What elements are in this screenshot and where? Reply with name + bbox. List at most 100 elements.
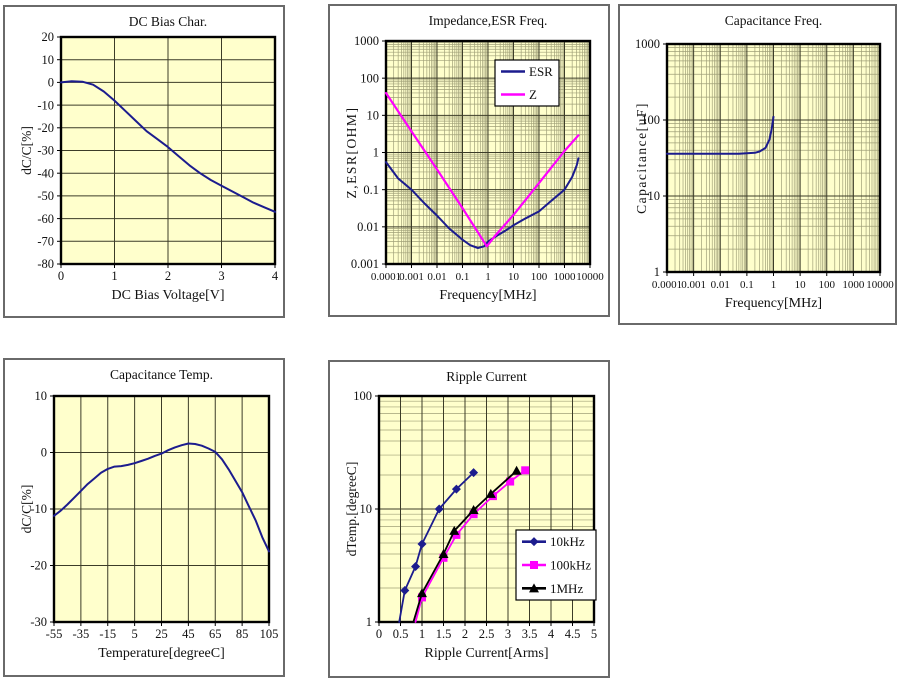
svg-text:1: 1 bbox=[654, 265, 660, 279]
svg-text:0.5: 0.5 bbox=[393, 627, 409, 641]
svg-text:0.001: 0.001 bbox=[399, 271, 424, 283]
svg-text:2.5: 2.5 bbox=[479, 627, 495, 641]
svg-text:3: 3 bbox=[218, 269, 224, 283]
axis-ticks: -55 -35 -15 5 25 45 65 85 105 10 0 -10 -20 -30 bbox=[30, 389, 278, 641]
svg-text:-35: -35 bbox=[73, 627, 90, 641]
x-axis-label: DC Bias Voltage[V] bbox=[111, 288, 225, 303]
svg-text:1000: 1000 bbox=[635, 37, 660, 51]
svg-text:3.5: 3.5 bbox=[522, 627, 538, 641]
x-axis-label: Frequency[MHz] bbox=[724, 296, 823, 311]
grid bbox=[667, 44, 880, 272]
svg-text:100kHz: 100kHz bbox=[550, 558, 591, 573]
svg-text:0.1: 0.1 bbox=[363, 183, 379, 197]
svg-text:100: 100 bbox=[641, 113, 660, 127]
svg-text:0: 0 bbox=[376, 627, 382, 641]
svg-text:0.01: 0.01 bbox=[427, 271, 446, 283]
svg-text:-80: -80 bbox=[37, 257, 54, 271]
chart-title: DC Bias Char. bbox=[128, 14, 208, 29]
svg-text:0.001: 0.001 bbox=[351, 257, 379, 271]
svg-text:10: 10 bbox=[795, 279, 807, 291]
svg-text:100: 100 bbox=[531, 271, 548, 283]
svg-text:10: 10 bbox=[367, 109, 380, 123]
svg-text:4.5: 4.5 bbox=[565, 627, 581, 641]
svg-text:-10: -10 bbox=[37, 98, 54, 112]
svg-text:-15: -15 bbox=[99, 627, 116, 641]
svg-text:-40: -40 bbox=[37, 166, 54, 180]
svg-text:4: 4 bbox=[272, 269, 279, 283]
svg-text:1000: 1000 bbox=[554, 271, 577, 283]
legend: 10kHz 100kHz 1MHz bbox=[515, 529, 597, 601]
x-axis-label: Temperature[degreeC] bbox=[98, 646, 225, 661]
svg-text:-50: -50 bbox=[37, 189, 54, 203]
svg-text:100: 100 bbox=[360, 71, 379, 85]
grid bbox=[379, 396, 594, 622]
svg-text:45: 45 bbox=[182, 627, 195, 641]
svg-text:-55: -55 bbox=[46, 627, 63, 641]
series-Z bbox=[384, 91, 580, 248]
svg-text:0: 0 bbox=[48, 76, 54, 90]
svg-text:10: 10 bbox=[42, 53, 55, 67]
svg-text:0.0001: 0.0001 bbox=[652, 279, 682, 291]
svg-text:3: 3 bbox=[505, 627, 511, 641]
series-10kHz bbox=[398, 468, 479, 623]
svg-text:-20: -20 bbox=[30, 559, 47, 573]
x-axis-label: Ripple Current[Arms] bbox=[424, 646, 549, 661]
y-axis-label: dTemp.[degreeC] bbox=[344, 461, 359, 557]
svg-text:2: 2 bbox=[462, 627, 468, 641]
svg-text:5: 5 bbox=[132, 627, 138, 641]
svg-text:4: 4 bbox=[548, 627, 555, 641]
series-dC/C bbox=[53, 442, 270, 553]
panel-impedance-esr: 0.0001 0.001 0.01 0.1 1 10 100 1000 10000 1000 100… bbox=[328, 4, 610, 317]
svg-text:10: 10 bbox=[35, 389, 48, 403]
panel-capacitance-freq: 0.0001 0.001 0.01 0.1 1 10 100 1000 10000 1000 100… bbox=[618, 4, 897, 325]
series-ESR bbox=[385, 157, 580, 249]
svg-text:1: 1 bbox=[485, 271, 491, 283]
grid bbox=[386, 41, 590, 264]
svg-text:1: 1 bbox=[771, 279, 777, 291]
svg-text:0.01: 0.01 bbox=[711, 279, 730, 291]
svg-text:0: 0 bbox=[58, 269, 64, 283]
svg-text:10: 10 bbox=[360, 502, 373, 516]
panel-capacitance-temp: -55 -35 -15 5 25 45 65 85 105 10 0 -10 -20 -30 Capaci… bbox=[3, 358, 285, 677]
axis-ticks: 0 1 2 3 4 20 10 0 -10 -20 -30 -40 -50 -60 -70 -80 bbox=[37, 30, 279, 283]
y-axis-label: dC/C[%] bbox=[19, 484, 34, 534]
svg-text:85: 85 bbox=[236, 627, 249, 641]
series-1MHz bbox=[412, 465, 522, 623]
svg-text:65: 65 bbox=[209, 627, 222, 641]
svg-text:1: 1 bbox=[373, 146, 379, 160]
chart-canvas-dc-bias: 0 1 2 3 4 20 10 0 -10 -20 -30 -40 -50 -60 -70 -80 bbox=[37, 30, 279, 283]
svg-text:-10: -10 bbox=[30, 502, 47, 516]
svg-text:0.1: 0.1 bbox=[456, 271, 470, 283]
svg-text:20: 20 bbox=[42, 30, 55, 44]
svg-text:1: 1 bbox=[366, 615, 372, 629]
series-Capacitance bbox=[666, 115, 775, 155]
svg-text:10: 10 bbox=[648, 189, 661, 203]
svg-text:5: 5 bbox=[591, 627, 597, 641]
svg-text:0.001: 0.001 bbox=[681, 279, 706, 291]
panel-dc-bias: 0 1 2 3 4 20 10 0 -10 -20 -30 -40 -50 -60 -70 -80 DC Bi… bbox=[3, 5, 285, 318]
x-axis-label: Frequency[MHz] bbox=[439, 288, 537, 303]
svg-text:1.5: 1.5 bbox=[436, 627, 452, 641]
svg-text:100: 100 bbox=[819, 279, 836, 291]
svg-text:-20: -20 bbox=[37, 121, 54, 135]
svg-text:1: 1 bbox=[111, 269, 117, 283]
svg-text:-60: -60 bbox=[37, 212, 54, 226]
svg-text:0.1: 0.1 bbox=[740, 279, 754, 291]
svg-text:0.01: 0.01 bbox=[357, 220, 379, 234]
svg-text:ESR: ESR bbox=[529, 64, 553, 79]
legend: ESR Z bbox=[494, 59, 560, 107]
svg-text:0: 0 bbox=[41, 446, 47, 460]
chart-canvas-capacitance-freq: 0.0001 0.001 0.01 0.1 1 10 100 1000 100001000100… bbox=[635, 37, 894, 291]
svg-text:1: 1 bbox=[419, 627, 425, 641]
panel-ripple-current: 0 0.5 1 1.5 2 2.5 3 3.5 4 4.5 5 100 10 1 10kHz 100kHz 1M… bbox=[328, 360, 610, 678]
grid bbox=[54, 396, 269, 622]
svg-text:2: 2 bbox=[165, 269, 171, 283]
svg-text:25: 25 bbox=[155, 627, 168, 641]
series-dC/C bbox=[60, 80, 276, 213]
svg-text:10: 10 bbox=[508, 271, 520, 283]
axis-ticks: 0 0.5 1 1.5 2 2.5 3 3.5 4 4.5 5 100 10 1 bbox=[353, 389, 597, 641]
svg-text:1000: 1000 bbox=[842, 279, 865, 291]
y-axis-label: Capacitance[uF] bbox=[634, 102, 649, 214]
